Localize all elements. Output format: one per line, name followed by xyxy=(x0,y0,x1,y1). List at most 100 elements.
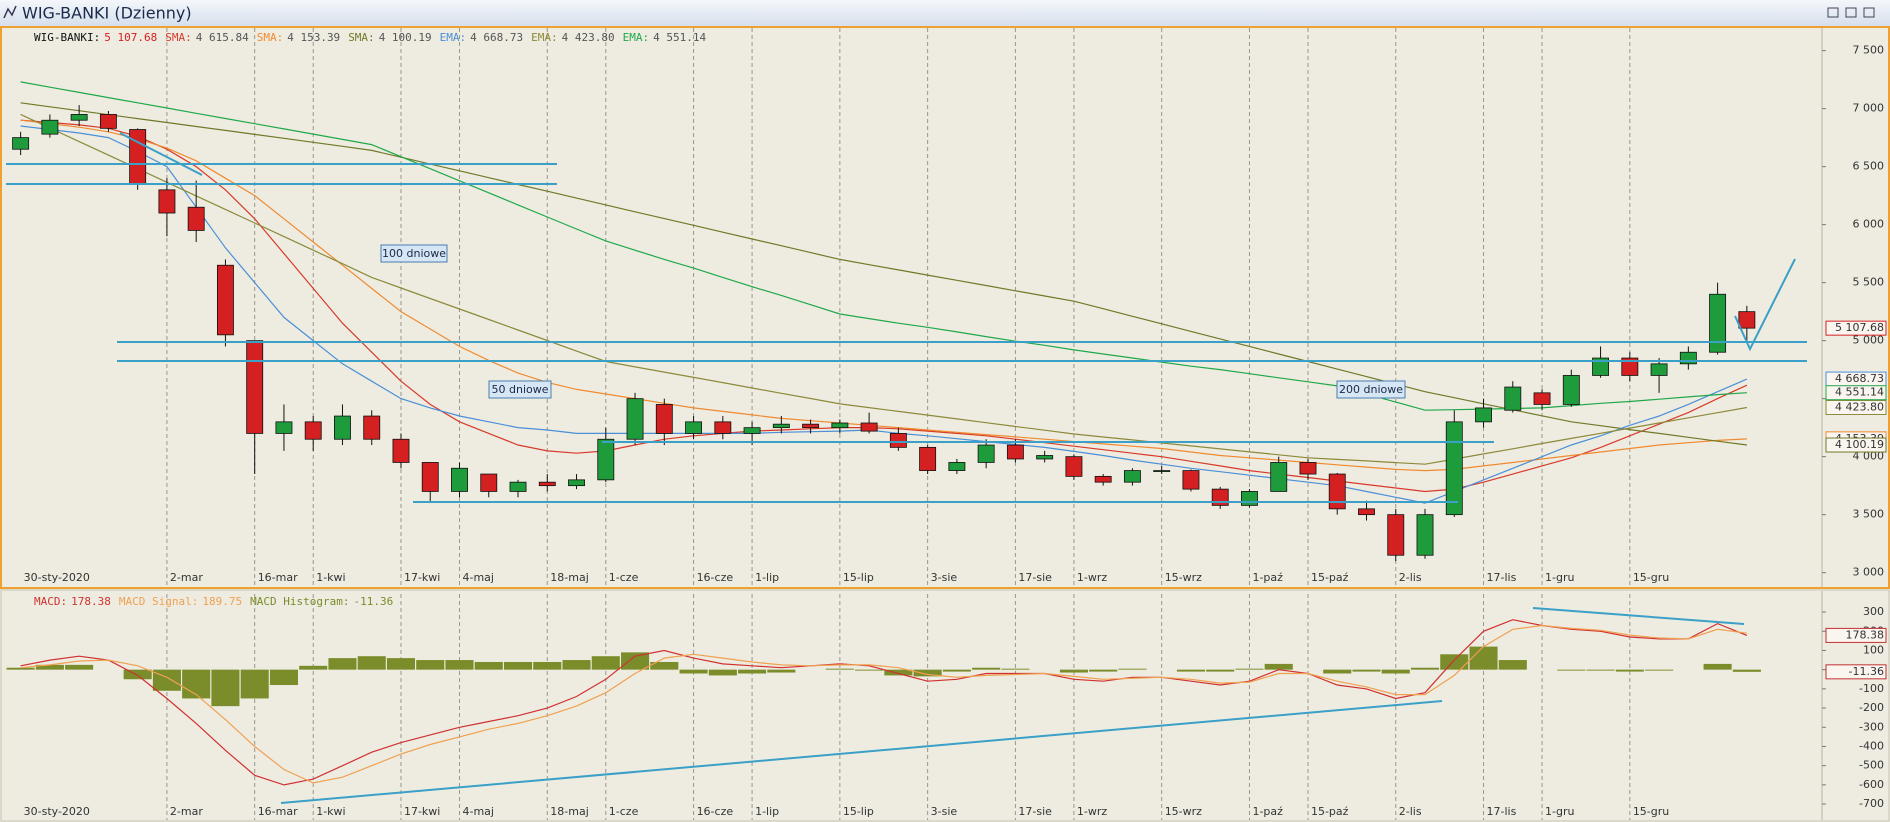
y-tick-label: 3 000 xyxy=(1853,566,1885,579)
legend-value: 189.75 xyxy=(202,595,242,608)
histogram-bar xyxy=(1645,669,1674,671)
histogram-bar xyxy=(1176,669,1205,672)
legend-value: 178.38 xyxy=(71,595,111,608)
y-tick-label: -200 xyxy=(1859,701,1884,714)
y-tick-label: 5 000 xyxy=(1853,334,1885,347)
indicator-line xyxy=(20,102,1747,446)
legend-value: -11.36 xyxy=(353,595,393,608)
indicator-line xyxy=(20,81,1747,411)
y-tick-label: 300 xyxy=(1863,605,1884,618)
x-tick-label: 3-sie xyxy=(931,571,958,584)
histogram-bar xyxy=(211,669,240,707)
legend-name: EMA: xyxy=(440,31,467,44)
value-box-label: 4 423.80 xyxy=(1835,400,1884,413)
x-tick-label: 2-mar xyxy=(170,805,203,818)
candle-body xyxy=(187,206,205,231)
trendline xyxy=(1734,258,1796,352)
annotation: 200 dniowe xyxy=(1336,380,1406,399)
x-tick-label: 2-mar xyxy=(170,571,203,584)
histogram-bar xyxy=(825,668,854,670)
candle-body xyxy=(509,481,527,492)
candle-body xyxy=(655,404,673,434)
x-tick-label: 17-lis xyxy=(1487,571,1517,584)
x-tick-label: 3-sie xyxy=(931,805,958,818)
value-box xyxy=(1825,437,1887,453)
x-tick-label: 15-lip xyxy=(843,805,874,818)
value-box xyxy=(1825,399,1887,415)
candle-body xyxy=(919,446,937,471)
legend: MACD: 178.38 MACD Signal: 189.75 MACD Histog… xyxy=(34,595,393,608)
window-controls[interactable] xyxy=(1827,7,1875,18)
histogram-bar xyxy=(1089,669,1118,672)
histogram-bar xyxy=(416,660,445,670)
histogram-bar xyxy=(328,658,357,670)
candle-body xyxy=(1709,293,1727,353)
histogram-bar xyxy=(1235,668,1264,670)
y-tick-label: 6 000 xyxy=(1853,218,1885,231)
trendline xyxy=(1532,607,1745,625)
histogram-bar xyxy=(6,667,35,670)
value-box-label: 178.38 xyxy=(1846,628,1885,641)
histogram-bar xyxy=(1557,669,1586,671)
candle-body xyxy=(1504,386,1522,411)
histogram-bar xyxy=(357,656,386,670)
x-tick-label: 17-kwi xyxy=(404,805,440,818)
x-tick-label: 16-mar xyxy=(258,805,298,818)
histogram-bar xyxy=(562,660,591,670)
candle-body xyxy=(802,423,820,429)
histogram-bar xyxy=(679,669,708,674)
candle-body xyxy=(12,137,30,150)
legend-name: SMA: xyxy=(348,31,375,44)
histogram-bar xyxy=(1323,669,1352,674)
x-tick-label: 1-paź xyxy=(1252,571,1283,584)
annotation: 100 dniowe xyxy=(380,244,448,263)
histogram-bar xyxy=(474,661,503,670)
y-tick-label: 100 xyxy=(1863,643,1884,656)
histogram-bar xyxy=(855,669,884,671)
close-button[interactable] xyxy=(1863,7,1875,18)
x-tick-label: 15-lip xyxy=(843,571,874,584)
x-tick-label: 15-gru xyxy=(1633,571,1669,584)
x-tick-label: 1-paź xyxy=(1252,805,1283,818)
trendline xyxy=(119,132,203,176)
y-tick-label: 6 500 xyxy=(1853,160,1885,173)
y-tick-label: -600 xyxy=(1859,778,1884,791)
candle-body xyxy=(246,340,264,434)
legend-value: 4 668.73 xyxy=(470,31,523,44)
histogram-bar xyxy=(913,669,942,677)
candle-body xyxy=(1650,363,1668,376)
x-tick-label: 16-cze xyxy=(697,571,734,584)
histogram-bar xyxy=(1586,669,1615,671)
histogram-bar xyxy=(123,669,152,680)
y-tick-label: -400 xyxy=(1859,739,1884,752)
histogram-bar xyxy=(738,669,767,674)
candle-body xyxy=(1123,470,1141,483)
candle-body xyxy=(1094,475,1112,483)
histogram-bar xyxy=(1206,669,1235,672)
candle-body xyxy=(1036,455,1054,460)
histogram-bar xyxy=(1001,668,1030,670)
candle-body xyxy=(451,467,468,492)
candle-body xyxy=(977,444,995,463)
x-tick-label: 15-wrz xyxy=(1165,805,1202,818)
candle-body xyxy=(1328,473,1346,510)
candle-body xyxy=(772,423,790,429)
candle-body xyxy=(831,422,849,429)
minimize-button[interactable] xyxy=(1827,7,1839,18)
y-tick-label: 5 500 xyxy=(1853,276,1885,289)
histogram-bar xyxy=(591,656,620,670)
candle-body xyxy=(1065,456,1083,477)
drawn-trendlines xyxy=(6,132,1807,804)
candle-body xyxy=(1006,444,1024,460)
restore-button[interactable] xyxy=(1845,7,1857,18)
histogram-bar xyxy=(767,669,796,673)
legend-value: 4 100.19 xyxy=(379,31,432,44)
histogram-bar xyxy=(1410,667,1440,670)
histogram-bar xyxy=(1440,654,1469,670)
x-tick-label: 1-lip xyxy=(755,805,779,818)
histogram-bar xyxy=(1615,669,1644,672)
candle-body xyxy=(1445,421,1463,516)
histogram-bar xyxy=(972,667,1001,670)
legend-value: 4 615.84 xyxy=(196,31,249,44)
annotation-text: 100 dniowe xyxy=(382,247,446,260)
